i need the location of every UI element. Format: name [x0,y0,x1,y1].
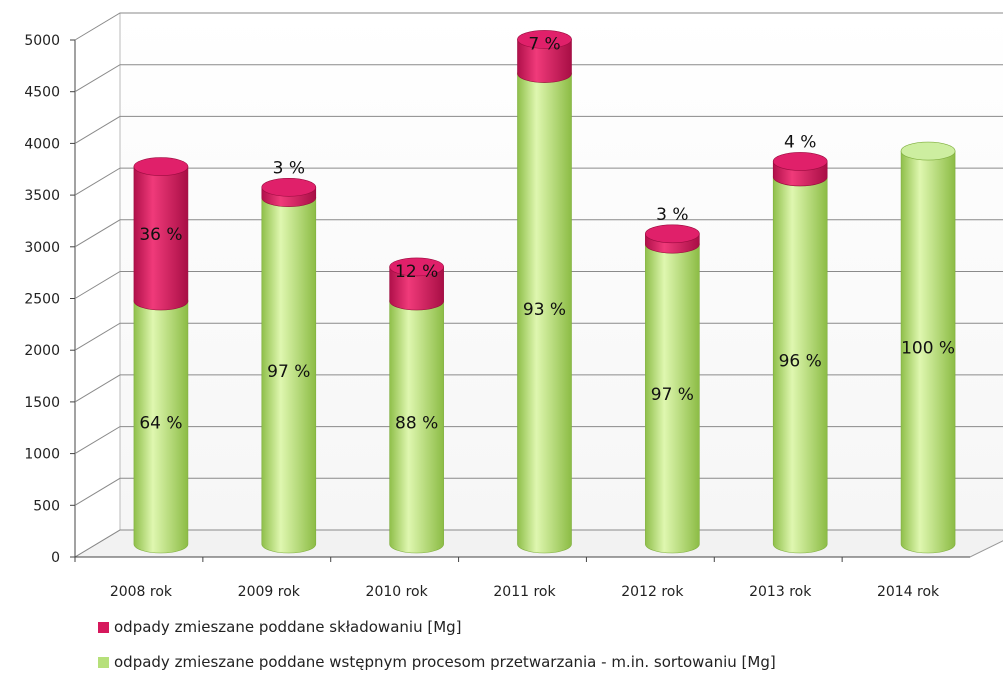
data-label: 93 % [523,300,566,320]
data-label: 36 % [139,225,182,245]
bar: 100 % [900,141,956,554]
bar-cap [261,177,317,197]
y-tick-label: 3500 [24,188,60,204]
gridline [74,219,1003,248]
bar-cap [133,157,189,176]
y-axis: 0 500 1000 1500 2000 2500 3000 3500 4000 4500 5000 [24,33,970,566]
y-tick-label: 0 [51,550,60,566]
gridline [74,426,1003,455]
bar-cap [645,224,700,244]
gridline [74,115,1003,144]
bar-body [261,197,317,554]
bar-cap [900,141,956,161]
data-label: 97 % [651,385,694,405]
bar: 12 % [389,257,444,311]
x-tick-label: 2013 rok [749,584,812,600]
y-tick-label: 4000 [24,136,60,152]
legend-item-processing: odpady zmieszane poddane wstępnym proces… [98,653,776,671]
bar: 7 % [517,30,572,83]
bar-cap [772,152,828,171]
y-tick-label: 1000 [24,447,60,463]
bar: 88 % [389,291,444,554]
bar: 3 % [645,205,700,254]
x-tick-label: 2009 rok [238,584,301,600]
bar: 64 % [133,291,189,554]
bar-body [133,166,189,311]
x-axis: 2008 rok 2009 rok 2010 rok 2011 rok 2012 rok… [74,557,940,600]
data-label: 97 % [267,362,310,382]
gridline [74,64,1003,93]
gridline [74,529,1003,558]
bar: 97 % [261,188,317,554]
bar-body [517,39,572,83]
gridline [74,167,1003,196]
gridline [74,271,1003,299]
bar-body [900,150,956,554]
legend-item-landfill: odpady zmieszane poddane składowaniu [Mg… [98,618,462,636]
gridline [74,374,1003,403]
y-tick-label: 4500 [24,85,60,101]
data-label: 3 % [656,205,688,225]
x-tick-label: 2008 rok [110,584,173,600]
bar: 96 % [772,167,828,554]
data-label: 88 % [395,414,438,434]
y-tick-label: 5000 [24,33,60,49]
y-tick-label: 500 [33,498,60,514]
y-tick-label: 2000 [24,343,60,359]
x-tick-label: 2011 rok [493,584,556,600]
gridline [74,322,1003,351]
bar-body [389,300,444,554]
bar-cap [389,257,444,277]
bar: 3 % [261,158,317,207]
bar: 97 % [645,234,700,554]
bar: 36 % [133,157,189,311]
gridline [74,12,1003,41]
data-label: 64 % [139,414,182,434]
bar-body [772,176,828,554]
x-tick-label: 2010 rok [366,584,429,600]
gridline [74,477,1003,506]
bar-body [645,243,700,554]
y-tick-label: 1500 [24,395,60,411]
x-tick-label: 2012 rok [621,584,684,600]
data-label: 3 % [273,158,305,178]
bar: 93 % [517,64,572,554]
data-label: 12 % [395,262,438,282]
bar-body [133,300,189,554]
bar-cap [517,30,572,49]
legend-label-landfill: odpady zmieszane poddane składowaniu [Mg… [114,618,462,636]
bar-body [389,266,444,311]
data-label: 4 % [784,132,816,152]
x-tick-label: 2014 rok [877,584,940,600]
chart: 0 500 1000 1500 2000 2500 3000 3500 4000 4500 5000… [24,12,1003,600]
bar: 4 % [772,132,828,187]
data-label: 100 % [901,339,955,359]
gridlines [74,12,1003,558]
legend-swatch-red [98,621,109,633]
bar-body [517,73,572,554]
y-tick-label: 3000 [24,240,60,256]
legend-label-processing: odpady zmieszane poddane wstępnym proces… [114,653,776,671]
data-label: 96 % [779,351,822,371]
y-tick-label: 2500 [24,292,60,308]
bars: 64 % 36 % 97 % 3 % 88 % 12 % 93 % 7 % 97 % 3 % 96 … [133,30,956,554]
data-label: 7 % [528,34,560,54]
legend-swatch-green [98,656,109,668]
